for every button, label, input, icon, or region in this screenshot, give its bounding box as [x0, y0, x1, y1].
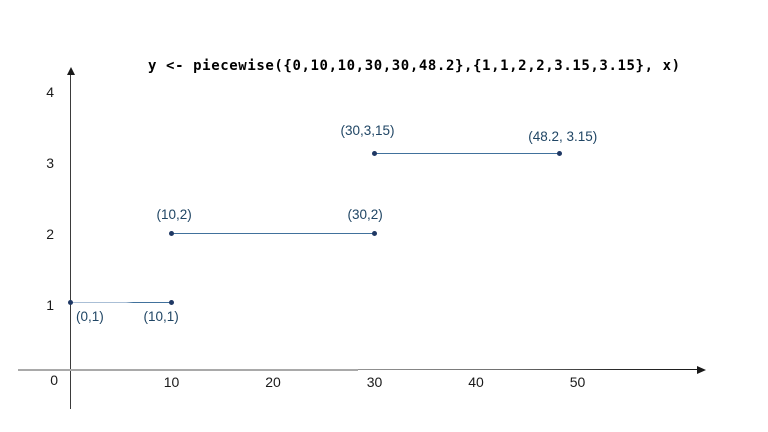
x-tick-label: 40: [468, 374, 484, 390]
data-point: [372, 230, 377, 236]
data-point: [67, 300, 73, 305]
point-label: (10,2): [156, 207, 192, 222]
y-axis-arrow-icon: [67, 67, 75, 75]
data-point: [169, 230, 174, 236]
x-axis-arrow-icon: [697, 366, 706, 374]
data-segment: [70, 302, 172, 304]
origin-tick-label: 0: [50, 372, 58, 388]
y-tick-label: 2: [46, 226, 54, 242]
data-point: [556, 150, 562, 156]
plot-title: y <- piecewise({0,10,10,30,30,48.2},{1,1…: [148, 58, 681, 74]
point-label: (0,1): [76, 308, 104, 324]
point-label: (10,1): [143, 308, 179, 324]
data-point: [372, 150, 377, 156]
y-axis-line: [70, 74, 71, 409]
point-label: (30,2): [347, 207, 383, 222]
x-tick-label: 10: [163, 374, 180, 390]
y-tick-label: 3: [46, 155, 54, 171]
x-tick-label: 20: [265, 374, 281, 390]
data-segment: [171, 232, 375, 234]
y-tick-label: 4: [46, 84, 54, 100]
x-axis-line-right: [358, 369, 699, 371]
point-label: (48.2, 3.15): [528, 129, 598, 145]
x-tick-label: 50: [569, 374, 586, 390]
data-segment: [374, 152, 560, 154]
x-tick-label: 30: [366, 374, 383, 390]
x-axis-line-left: [18, 369, 358, 371]
data-point: [169, 300, 174, 305]
point-label: (30,3,15): [340, 123, 395, 139]
y-tick-label: 1: [46, 297, 54, 313]
